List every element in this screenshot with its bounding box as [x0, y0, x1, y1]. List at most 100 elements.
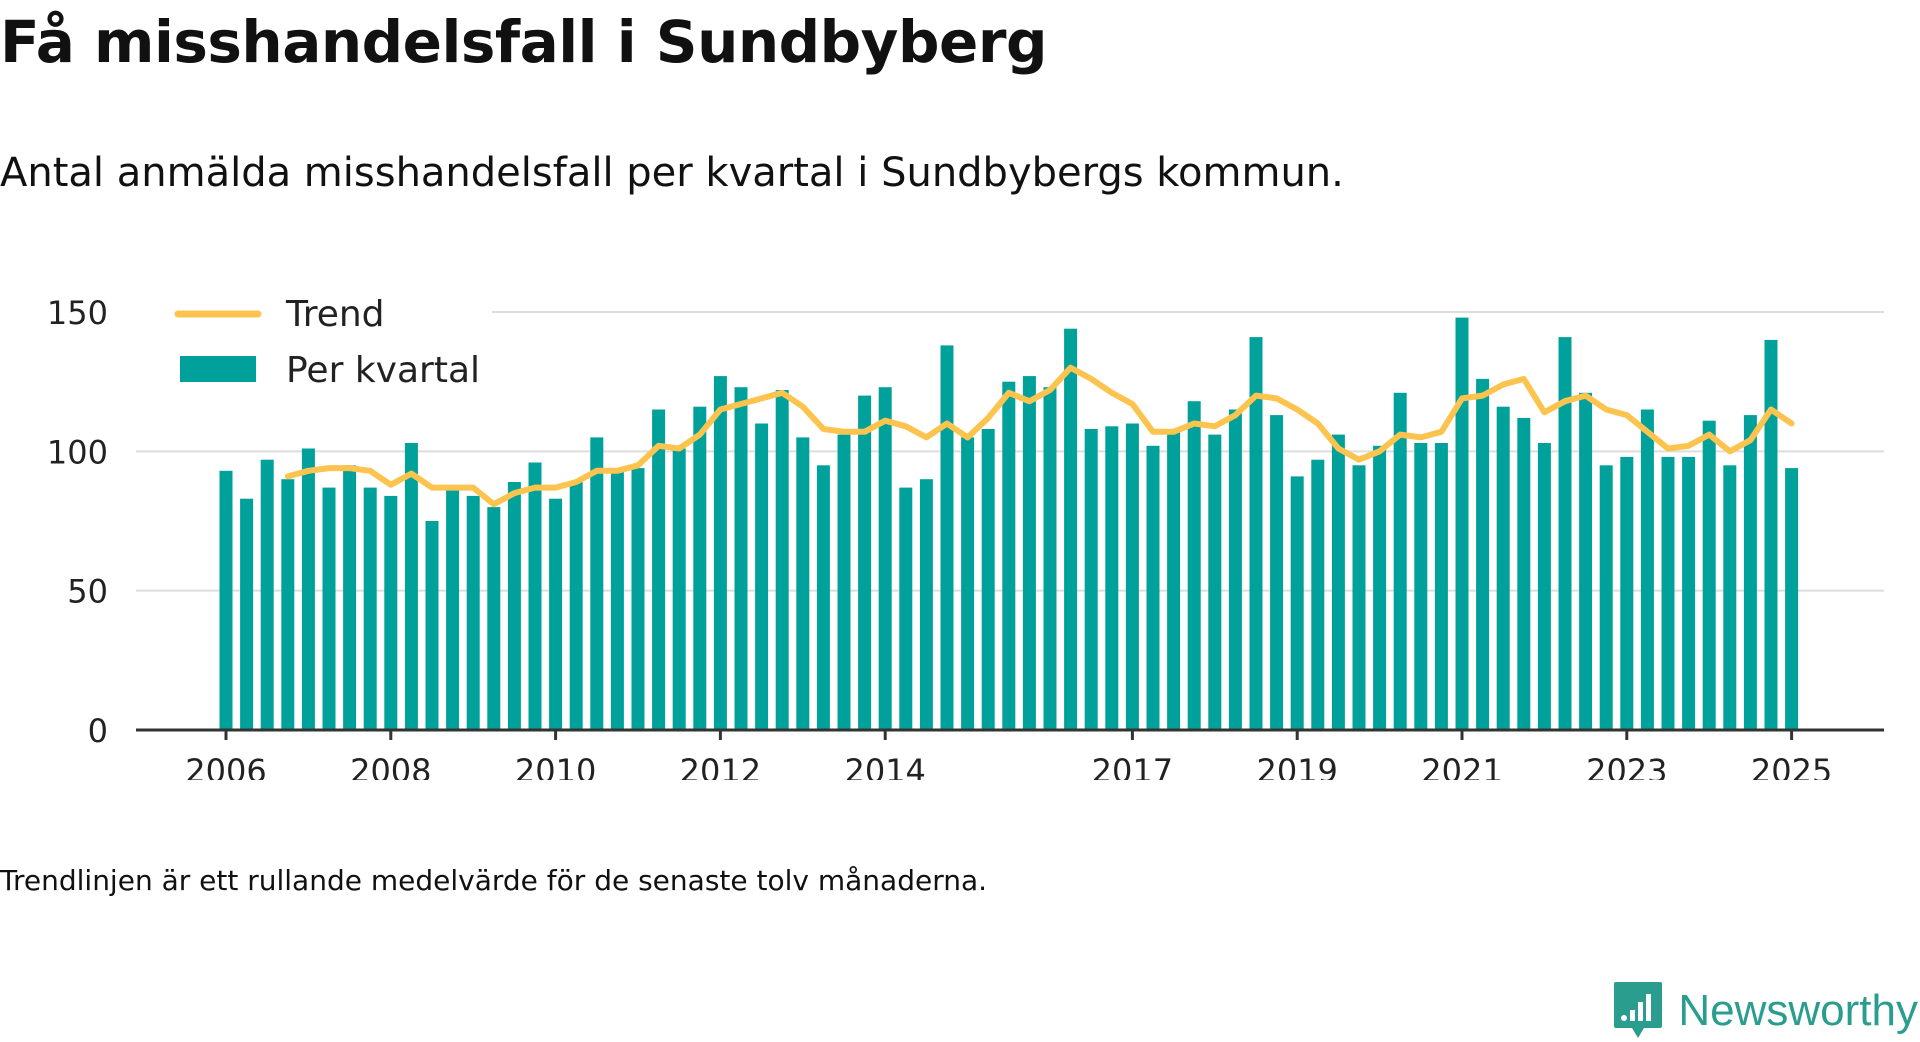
bar: [507, 482, 521, 730]
bar: [1661, 456, 1675, 730]
bar: [1331, 434, 1345, 730]
footnote: Trendlinjen är ett rullande medelvärde f…: [0, 864, 988, 897]
bar: [1785, 468, 1799, 730]
bars: [219, 317, 1799, 730]
bar: [1352, 465, 1366, 730]
bar: [1537, 443, 1551, 730]
bar: [466, 495, 480, 730]
x-tick-label: 2019: [1256, 752, 1337, 780]
bar: [260, 459, 274, 730]
bar: [713, 376, 727, 730]
chart-subtitle: Antal anmälda misshandelsfall per kvarta…: [0, 150, 1344, 196]
x-axis: [136, 728, 1884, 740]
bar: [1064, 328, 1078, 730]
bar: [919, 479, 933, 730]
bar: [322, 487, 336, 730]
x-axis-labels: 2006 2008 2010 2012 2014 2017 2019 2021 2023 2025: [185, 752, 1832, 780]
legend-trend-label: Trend: [285, 294, 385, 335]
bar: [858, 395, 872, 730]
bar: [590, 437, 604, 730]
bar: [631, 468, 645, 730]
newsworthy-logo-icon: [1614, 982, 1663, 1038]
bar: [610, 470, 624, 730]
bar: [1682, 456, 1696, 730]
trend-line: [284, 364, 1795, 508]
legend-bar-swatch: [180, 356, 256, 382]
bar: [1640, 409, 1654, 730]
bar: [1002, 381, 1016, 730]
x-tick-label: 2023: [1586, 752, 1667, 780]
bar: [446, 490, 460, 730]
bar: [1125, 423, 1139, 730]
bar-line-chart: 0 50 100 150 2006 2008 2010 2012 2014 2017 2019 20…: [47, 260, 1884, 780]
x-tick-label: 2017: [1092, 752, 1173, 780]
bar: [569, 482, 583, 730]
y-tick-label: 100: [47, 433, 108, 471]
bar: [1764, 339, 1778, 730]
bar: [549, 498, 563, 730]
bar: [1022, 376, 1036, 730]
bar: [1434, 443, 1448, 730]
x-tick-label: 2008: [350, 752, 431, 780]
bar: [940, 345, 954, 730]
bar: [1249, 337, 1263, 730]
bar: [961, 437, 975, 730]
bar: [1476, 378, 1490, 730]
bar: [652, 409, 666, 730]
bar: [796, 437, 810, 730]
bar: [240, 498, 254, 730]
bar: [281, 479, 295, 730]
bar: [1187, 401, 1201, 730]
bar: [899, 487, 913, 730]
bar: [1373, 445, 1387, 730]
bar: [1228, 409, 1242, 730]
x-tick-label: 2012: [680, 752, 761, 780]
bar: [487, 507, 501, 730]
bar: [1043, 387, 1057, 730]
bar: [1414, 443, 1428, 730]
bar: [1290, 476, 1304, 730]
bar: [878, 387, 892, 730]
bar: [693, 406, 707, 730]
legend-bar-label: Per kvartal: [286, 350, 480, 391]
bar: [1311, 459, 1325, 730]
bar: [1146, 445, 1160, 730]
bar: [1105, 426, 1119, 730]
bar: [384, 495, 398, 730]
bar: [1496, 406, 1510, 730]
bar: [755, 423, 769, 730]
bar: [301, 448, 315, 730]
brand-logo: Newsworthy: [1612, 980, 1918, 1042]
x-tick-label: 2014: [844, 752, 925, 780]
x-tick-label: 2006: [185, 752, 266, 780]
bar: [1743, 415, 1757, 730]
bar: [404, 443, 418, 730]
y-tick-label: 150: [47, 294, 108, 332]
bar: [1455, 317, 1469, 730]
bar: [837, 434, 851, 730]
trend-line-group: [284, 364, 1795, 508]
bar: [672, 448, 686, 730]
bar: [1723, 465, 1737, 730]
bar: [1702, 420, 1716, 730]
bar: [1599, 465, 1613, 730]
y-tick-label: 0: [88, 712, 108, 750]
bar: [1167, 431, 1181, 730]
bar: [1393, 392, 1407, 730]
bar: [816, 465, 830, 730]
brand-name: Newsworthy: [1678, 986, 1918, 1035]
bar: [1620, 456, 1634, 730]
bar: [425, 521, 439, 730]
x-tick-label: 2021: [1421, 752, 1502, 780]
x-tick-label: 2010: [515, 752, 596, 780]
y-axis-labels: 0 50 100 150: [47, 294, 108, 750]
bar: [363, 487, 377, 730]
chart-title: Få misshandelsfall i Sundbyberg: [0, 8, 1047, 76]
bar: [775, 390, 789, 730]
bar: [1579, 392, 1593, 730]
y-tick-label: 50: [67, 573, 108, 611]
bar: [1558, 337, 1572, 730]
bar: [1270, 415, 1284, 730]
bar: [528, 462, 542, 730]
bar: [1208, 434, 1222, 730]
